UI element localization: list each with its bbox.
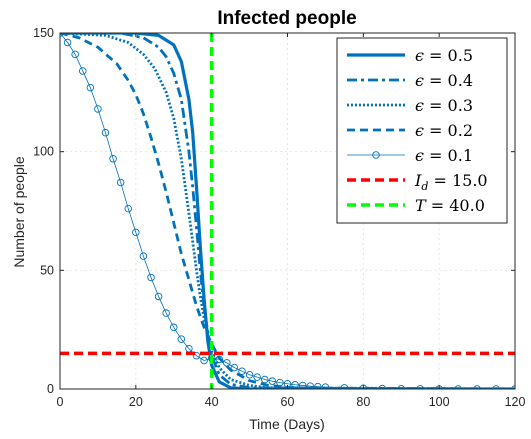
x-tick-label: 120 xyxy=(505,395,526,409)
x-tick-label: 100 xyxy=(429,395,450,409)
series-point-eps-0.1 xyxy=(314,382,322,389)
series-point-eps-0.1 xyxy=(223,359,231,367)
series-line-eps-0.3 xyxy=(60,33,515,389)
series-point-eps-0.1 xyxy=(132,228,140,237)
legend: ϵ = 0.5 ϵ = 0.4 ϵ = 0.3 ϵ = 0.2 ϵ = 0.1 Id = … xyxy=(336,37,508,224)
series-point-eps-0.1 xyxy=(101,128,110,137)
x-tick-label: 0 xyxy=(57,395,64,409)
series-point-eps-0.1 xyxy=(238,367,246,375)
series-line-eps-0.4 xyxy=(60,33,515,389)
series-point-eps-0.1 xyxy=(261,375,269,384)
series-point-eps-0.1 xyxy=(78,67,87,75)
y-tick-label: 150 xyxy=(33,26,54,40)
series-line-eps-0.1 xyxy=(60,33,515,389)
series-point-eps-0.1 xyxy=(306,382,314,389)
series-point-eps-0.1 xyxy=(492,385,500,389)
series-point-eps-0.1 xyxy=(321,383,330,389)
series-point-eps-0.1 xyxy=(473,385,481,389)
series-point-eps-0.1 xyxy=(86,83,95,92)
series-point-eps-0.1 xyxy=(276,378,284,387)
series-point-eps-0.1 xyxy=(154,292,163,301)
series-point-eps-0.1 xyxy=(116,178,125,187)
x-tick-label: 60 xyxy=(281,395,295,409)
x-tick-label: 80 xyxy=(356,395,370,409)
y-axis-label: Number of people xyxy=(11,156,27,268)
legend-label-time: T = 40.0 xyxy=(415,196,485,215)
y-tick-label: 50 xyxy=(40,263,54,277)
y-tick-label: 0 xyxy=(47,382,54,396)
chart-title: Infected people xyxy=(217,8,356,29)
series-point-eps-0.1 xyxy=(230,363,239,372)
series-point-eps-0.1 xyxy=(200,356,208,365)
series-point-eps-0.1 xyxy=(139,252,148,260)
series-point-eps-0.1 xyxy=(454,385,462,389)
series-line-eps-0.5 xyxy=(60,33,515,389)
series-point-eps-0.1 xyxy=(359,384,368,389)
series-point-eps-0.1 xyxy=(253,373,261,381)
series-group xyxy=(60,33,515,389)
x-axis-label: Time (Days) xyxy=(249,416,325,432)
series-point-eps-0.1 xyxy=(63,38,72,47)
series-line-eps-0.2 xyxy=(60,33,515,389)
legend-label-threshold: Id = 15.0 xyxy=(414,171,488,193)
series-point-eps-0.1 xyxy=(124,204,132,213)
legend-label-eps-0.2: ϵ = 0.2 xyxy=(415,121,473,140)
series-point-eps-0.1 xyxy=(215,355,223,364)
series-point-eps-0.1 xyxy=(169,323,178,332)
series-point-eps-0.1 xyxy=(147,273,155,282)
series-point-eps-0.1 xyxy=(109,155,117,163)
x-tick-label: 20 xyxy=(129,395,143,409)
axes: 0 20 40 60 80 100 120 0 50 100 150 xyxy=(33,26,525,409)
series-point-eps-0.1 xyxy=(162,309,170,317)
series-point-eps-0.1 xyxy=(268,377,277,385)
legend-label-eps-0.5: ϵ = 0.5 xyxy=(415,46,473,65)
x-tick-label: 40 xyxy=(205,395,219,409)
series-point-eps-0.1 xyxy=(340,384,349,389)
legend-marker-eps-0.1 xyxy=(372,151,380,159)
legend-label-eps-0.1: ϵ = 0.1 xyxy=(415,146,473,165)
series-point-eps-0.1 xyxy=(291,380,299,389)
series-point-eps-0.1 xyxy=(177,335,186,343)
legend-label-eps-0.4: ϵ = 0.4 xyxy=(415,71,473,90)
plot-area xyxy=(60,33,515,389)
series-point-eps-0.1 xyxy=(192,352,201,360)
series-point-eps-0.1 xyxy=(94,105,102,113)
series-point-eps-0.1 xyxy=(245,371,254,379)
axes-box xyxy=(59,32,516,390)
legend-label-eps-0.3: ϵ = 0.3 xyxy=(415,96,473,115)
y-tick-label: 100 xyxy=(33,145,54,159)
series-point-eps-0.1 xyxy=(71,50,79,59)
